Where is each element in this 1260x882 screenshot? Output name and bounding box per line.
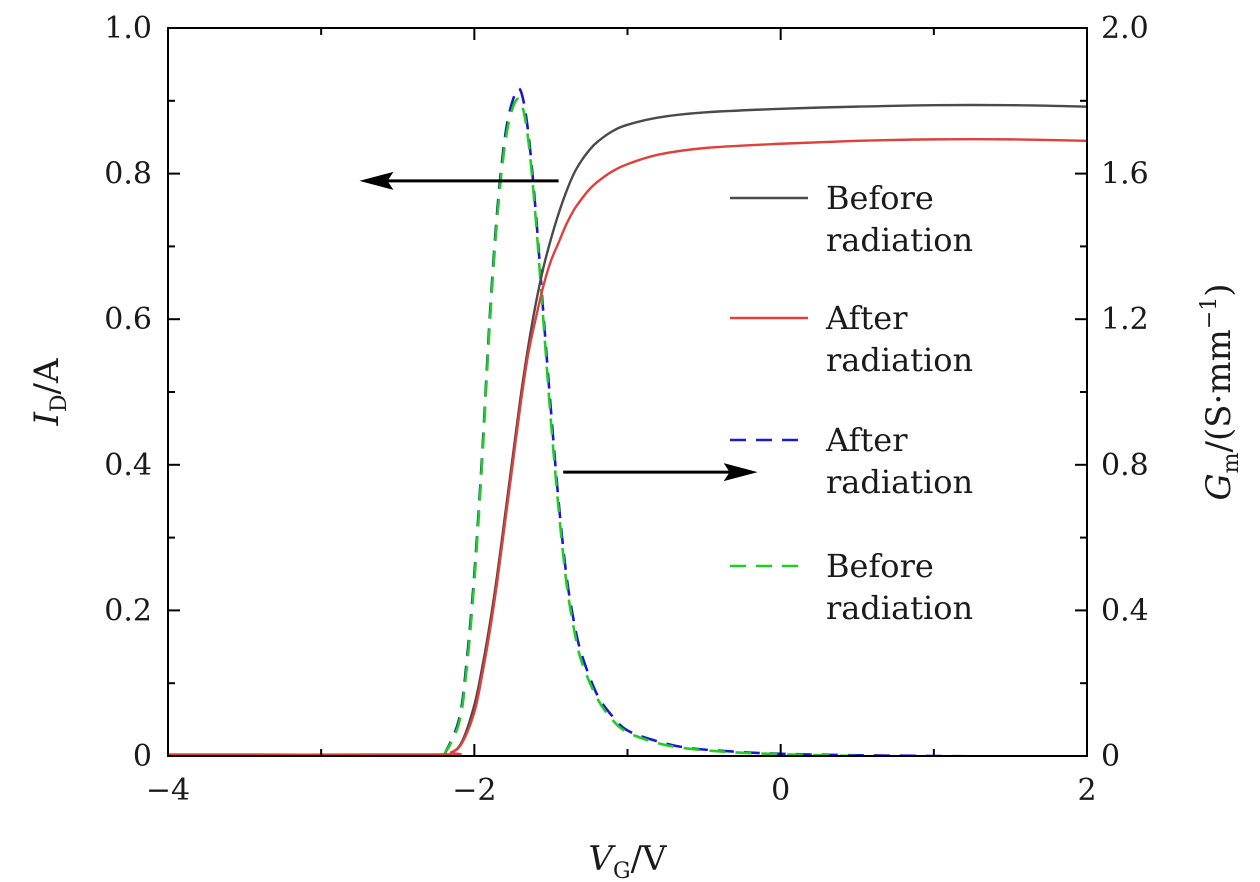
plot-frame xyxy=(167,27,1088,757)
y-left-tick-label: 0.8 xyxy=(104,157,152,192)
x-tick-label: 0 xyxy=(771,773,790,808)
axis-titles: VG/V ID/A Gm/(S·mm−1) xyxy=(27,283,1244,882)
right-axis-arrow-head xyxy=(723,463,758,482)
y-right-axis-title: Gm/(S·mm−1) xyxy=(1197,283,1244,500)
y-left-tick-label: 0.4 xyxy=(104,448,152,483)
series-line-4 xyxy=(442,97,950,756)
legend-label-line2: radiation xyxy=(826,341,973,379)
y-left-tick-label: 0 xyxy=(133,739,152,774)
legend-entry-4: Before radiation xyxy=(730,547,973,627)
plot-area xyxy=(168,87,1087,756)
legend-entry-2: After radiation xyxy=(730,299,973,379)
x-tick-label: −4 xyxy=(146,773,190,808)
y-left-axis-title: ID/A xyxy=(27,358,72,427)
x-tick-label: −2 xyxy=(452,773,496,808)
right-axis-arrow xyxy=(563,463,758,482)
legend-label-line1: Before xyxy=(826,179,934,217)
y-left-tick-label: 0.6 xyxy=(104,302,152,337)
series-line-1 xyxy=(168,103,1087,756)
series-line-2 xyxy=(168,138,1087,756)
y-right-tick-label: 0.4 xyxy=(1101,593,1149,628)
legend-label-line1: After xyxy=(825,421,908,459)
legend: Before radiation After radiation After radiat… xyxy=(730,179,973,627)
x-axis-title: VG/V xyxy=(588,839,668,882)
legend-label-line2: radiation xyxy=(826,463,973,501)
legend-label-line1: After xyxy=(825,299,908,337)
y-right-tick-label: 1.2 xyxy=(1101,302,1149,337)
y-left-tick-label: 0.2 xyxy=(104,593,152,628)
axes: −4 −2 0 200.20.40.60.81.000.40.81.21.62.0 xyxy=(104,11,1148,808)
series-line-3 xyxy=(442,87,1044,756)
legend-label-line2: radiation xyxy=(826,589,973,627)
y-right-tick-label: 0.8 xyxy=(1101,448,1149,483)
legend-entry-1: Before radiation xyxy=(730,179,973,259)
legend-label-line1: Before xyxy=(826,547,934,585)
x-tick-label: 2 xyxy=(1077,773,1096,808)
left-axis-arrow xyxy=(359,171,559,190)
y-right-tick-label: 1.6 xyxy=(1101,157,1149,192)
legend-label-line2: radiation xyxy=(826,221,973,259)
y-right-tick-label: 0 xyxy=(1101,739,1120,774)
left-axis-arrow-head xyxy=(359,171,394,190)
y-right-tick-label: 2.0 xyxy=(1101,11,1149,46)
legend-entry-3: After radiation xyxy=(730,421,973,501)
y-left-tick-label: 1.0 xyxy=(104,11,152,46)
